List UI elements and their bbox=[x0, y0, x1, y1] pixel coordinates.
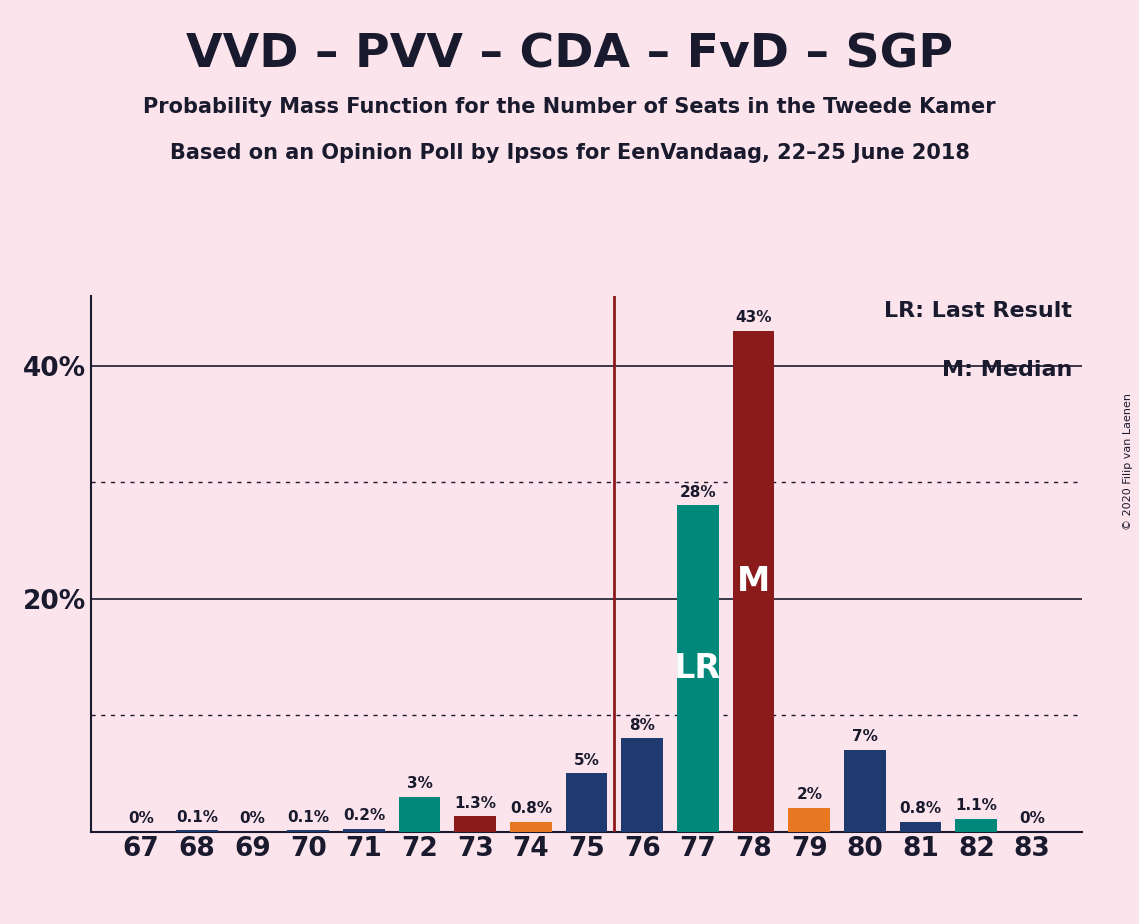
Text: 1.1%: 1.1% bbox=[956, 798, 998, 813]
Text: LR: LR bbox=[674, 652, 721, 685]
Text: 43%: 43% bbox=[736, 310, 772, 325]
Bar bbox=[844, 750, 886, 832]
Bar bbox=[788, 808, 830, 832]
Text: 0%: 0% bbox=[1019, 810, 1044, 826]
Text: 0.2%: 0.2% bbox=[343, 808, 385, 823]
Bar bbox=[566, 773, 607, 832]
Text: 0.1%: 0.1% bbox=[287, 809, 329, 824]
Text: 5%: 5% bbox=[574, 752, 599, 768]
Bar bbox=[622, 738, 663, 832]
Text: VVD – PVV – CDA – FvD – SGP: VVD – PVV – CDA – FvD – SGP bbox=[186, 32, 953, 78]
Text: M: M bbox=[737, 565, 770, 598]
Text: M: Median: M: Median bbox=[942, 360, 1072, 380]
Text: 2%: 2% bbox=[796, 787, 822, 802]
Bar bbox=[343, 829, 385, 832]
Bar bbox=[510, 822, 551, 832]
Bar bbox=[177, 831, 218, 832]
Bar bbox=[732, 331, 775, 832]
Text: 28%: 28% bbox=[680, 484, 716, 500]
Text: 0.8%: 0.8% bbox=[900, 801, 942, 817]
Text: 0%: 0% bbox=[129, 810, 154, 826]
Bar bbox=[287, 831, 329, 832]
Text: 0%: 0% bbox=[239, 810, 265, 826]
Text: 0.1%: 0.1% bbox=[175, 809, 218, 824]
Text: LR: Last Result: LR: Last Result bbox=[884, 301, 1072, 321]
Bar bbox=[399, 796, 441, 832]
Text: 3%: 3% bbox=[407, 776, 433, 791]
Bar bbox=[956, 819, 997, 832]
Text: © 2020 Filip van Laenen: © 2020 Filip van Laenen bbox=[1123, 394, 1133, 530]
Text: 7%: 7% bbox=[852, 729, 878, 744]
Text: Probability Mass Function for the Number of Seats in the Tweede Kamer: Probability Mass Function for the Number… bbox=[144, 97, 995, 117]
Text: 8%: 8% bbox=[630, 718, 655, 733]
Bar bbox=[454, 817, 497, 832]
Bar bbox=[677, 505, 719, 832]
Text: Based on an Opinion Poll by Ipsos for EenVandaag, 22–25 June 2018: Based on an Opinion Poll by Ipsos for Ee… bbox=[170, 143, 969, 164]
Bar bbox=[900, 822, 942, 832]
Text: 0.8%: 0.8% bbox=[510, 801, 552, 817]
Text: 1.3%: 1.3% bbox=[454, 796, 497, 810]
